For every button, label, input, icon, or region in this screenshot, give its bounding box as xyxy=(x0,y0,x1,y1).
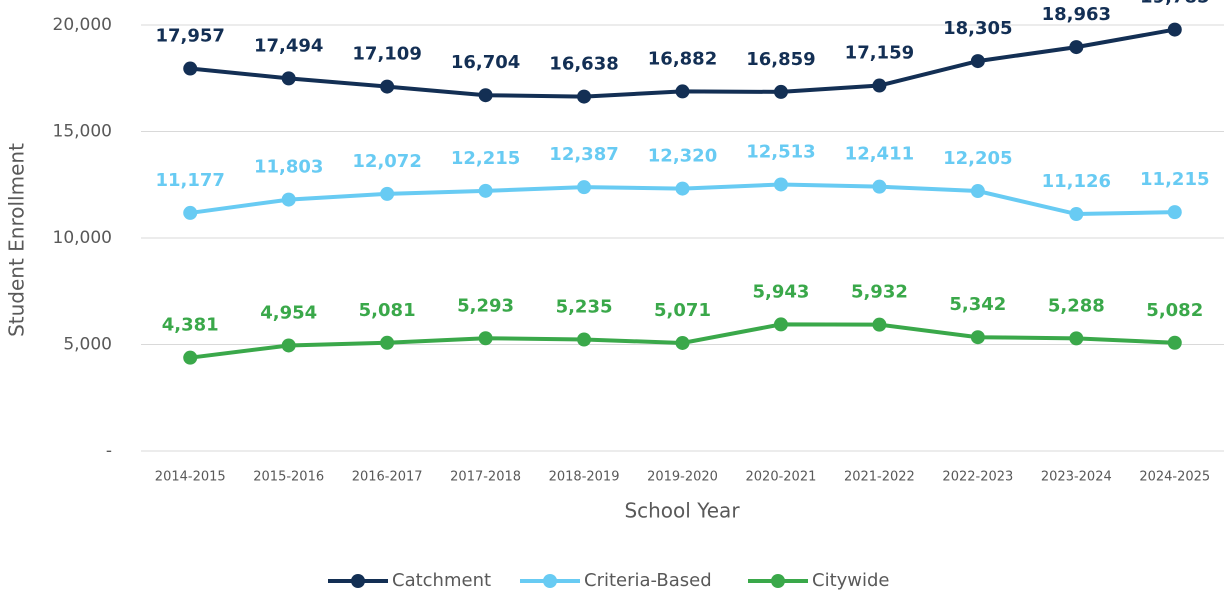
point xyxy=(1069,40,1084,55)
data-label: 18,305 xyxy=(943,18,1012,39)
point xyxy=(1167,22,1182,37)
data-label: 5,288 xyxy=(1048,295,1105,316)
data-label: 5,081 xyxy=(359,300,416,321)
data-label: 19,785 xyxy=(1140,0,1209,8)
point xyxy=(1069,331,1084,346)
x-tick-label: 2018-2019 xyxy=(549,470,620,485)
data-label: 12,320 xyxy=(648,146,717,167)
legend-marker xyxy=(351,574,365,588)
data-label: 16,704 xyxy=(451,52,520,73)
data-label: 16,638 xyxy=(549,54,618,75)
data-label: 12,072 xyxy=(352,151,421,172)
data-label: 12,215 xyxy=(451,148,520,169)
legend-marker xyxy=(771,574,785,588)
point xyxy=(970,54,985,69)
x-tick-label: 2019-2020 xyxy=(647,470,718,485)
point xyxy=(380,79,395,94)
y-tick-label: 10,000 xyxy=(53,228,112,248)
point xyxy=(183,350,198,365)
data-label: 4,954 xyxy=(260,302,317,323)
data-label: 16,882 xyxy=(648,48,717,69)
legend-marker xyxy=(543,574,557,588)
y-axis-title: Student Enrollment xyxy=(5,143,29,337)
point xyxy=(872,179,887,194)
data-label: 5,342 xyxy=(949,294,1006,315)
point xyxy=(478,183,493,198)
x-tick-label: 2021-2022 xyxy=(844,470,915,485)
data-label: 17,957 xyxy=(155,26,224,47)
point xyxy=(675,335,690,350)
point xyxy=(183,205,198,220)
point xyxy=(1167,335,1182,350)
point xyxy=(773,177,788,192)
y-tick-label: 15,000 xyxy=(53,122,112,142)
point xyxy=(773,317,788,332)
point xyxy=(478,88,493,103)
legend-label: Criteria-Based xyxy=(584,570,712,591)
data-label: 12,387 xyxy=(549,144,618,165)
y-tick-label: 5,000 xyxy=(63,335,112,355)
data-label: 12,513 xyxy=(746,141,815,162)
x-tick-label: 2014-2015 xyxy=(155,470,226,485)
data-label: 12,205 xyxy=(943,148,1012,169)
data-label: 12,411 xyxy=(845,144,914,165)
data-label: 5,293 xyxy=(457,295,514,316)
x-tick-label: 2024-2025 xyxy=(1139,470,1210,485)
data-label: 4,381 xyxy=(162,315,219,336)
x-tick-label: 2017-2018 xyxy=(450,470,521,485)
point xyxy=(1069,207,1084,222)
point xyxy=(872,78,887,93)
data-label: 17,494 xyxy=(254,35,323,56)
point xyxy=(281,71,296,86)
point xyxy=(773,84,788,99)
point xyxy=(675,84,690,99)
point xyxy=(577,332,592,347)
data-label: 11,126 xyxy=(1042,171,1111,192)
point xyxy=(1167,205,1182,220)
y-tick-label: - xyxy=(106,441,112,461)
data-label: 5,932 xyxy=(851,282,908,303)
point xyxy=(577,180,592,195)
point xyxy=(281,192,296,207)
point xyxy=(478,331,493,346)
point xyxy=(970,184,985,199)
data-label: 11,177 xyxy=(155,170,224,191)
point xyxy=(281,338,296,353)
data-label: 16,859 xyxy=(746,49,815,70)
point xyxy=(380,335,395,350)
x-tick-label: 2015-2016 xyxy=(253,470,324,485)
data-label: 11,215 xyxy=(1140,169,1209,190)
data-label: 5,943 xyxy=(752,281,809,302)
point xyxy=(183,61,198,76)
legend-label: Citywide xyxy=(812,570,890,591)
data-label: 5,071 xyxy=(654,300,711,321)
data-label: 17,109 xyxy=(352,44,421,65)
point xyxy=(675,181,690,196)
x-tick-label: 2023-2024 xyxy=(1041,470,1112,485)
point xyxy=(872,317,887,332)
y-tick-label: 20,000 xyxy=(53,15,112,35)
data-label: 11,803 xyxy=(254,157,323,178)
data-label: 5,235 xyxy=(556,296,613,317)
x-tick-label: 2016-2017 xyxy=(352,470,423,485)
data-label: 17,159 xyxy=(845,43,914,64)
x-tick-label: 2020-2021 xyxy=(746,470,817,485)
point xyxy=(577,89,592,104)
legend-label: Catchment xyxy=(392,570,491,591)
x-axis-title: School Year xyxy=(624,499,740,523)
point xyxy=(970,330,985,345)
point xyxy=(380,186,395,201)
data-label: 5,082 xyxy=(1146,300,1203,321)
x-tick-label: 2022-2023 xyxy=(942,470,1013,485)
data-label: 18,963 xyxy=(1042,4,1111,25)
